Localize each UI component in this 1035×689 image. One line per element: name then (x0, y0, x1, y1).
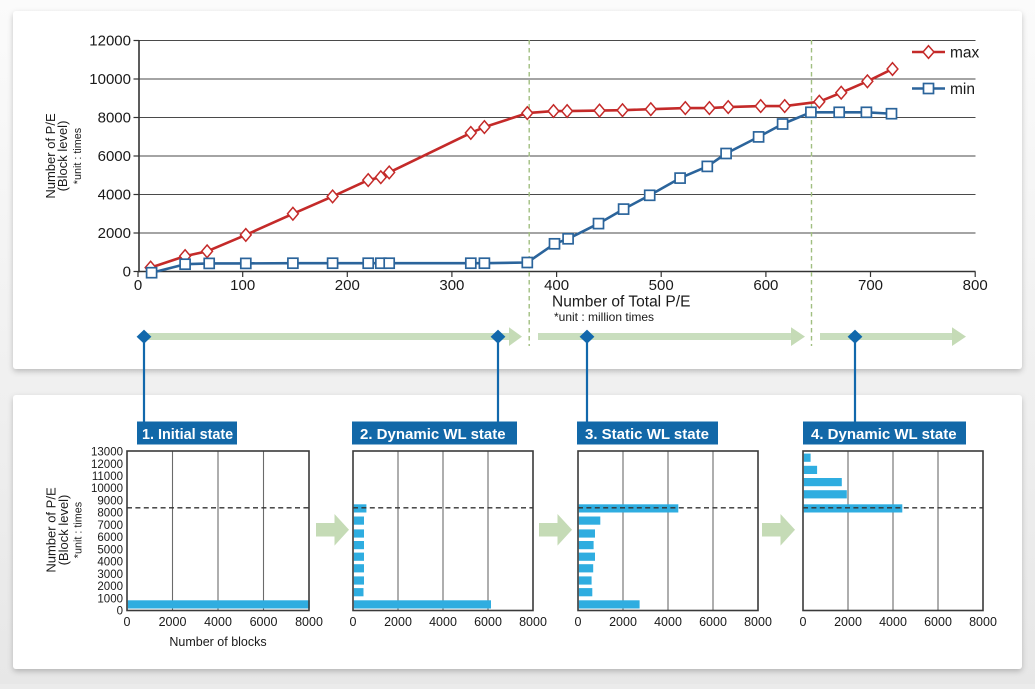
svg-text:(Block level): (Block level) (55, 121, 70, 192)
svg-text:0: 0 (800, 615, 807, 629)
svg-text:2000: 2000 (609, 615, 637, 629)
svg-text:2000: 2000 (159, 615, 187, 629)
svg-text:min: min (950, 81, 975, 98)
svg-text:100: 100 (230, 277, 255, 294)
svg-text:6000: 6000 (474, 615, 502, 629)
svg-text:0: 0 (117, 606, 123, 618)
svg-text:0: 0 (575, 615, 582, 629)
svg-text:0: 0 (134, 277, 142, 294)
svg-text:12000: 12000 (91, 459, 123, 471)
svg-text:700: 700 (858, 277, 883, 294)
svg-text:600: 600 (753, 277, 778, 294)
svg-text:11000: 11000 (92, 471, 123, 483)
svg-text:6000: 6000 (250, 615, 278, 629)
svg-text:(Block level): (Block level) (56, 495, 71, 566)
svg-text:4000: 4000 (204, 615, 232, 629)
svg-text:1000: 1000 (97, 593, 123, 605)
svg-text:2000: 2000 (384, 615, 412, 629)
svg-text:6000: 6000 (699, 615, 727, 629)
svg-text:400: 400 (544, 277, 569, 294)
svg-text:500: 500 (649, 277, 674, 294)
svg-text:Number of Total P/E: Number of Total P/E (552, 294, 690, 311)
svg-text:4000: 4000 (429, 615, 457, 629)
svg-text:2. Dynamic WL state: 2. Dynamic WL state (360, 426, 506, 443)
svg-text:7000: 7000 (97, 520, 123, 532)
svg-text:1. Initial state: 1. Initial state (142, 427, 233, 443)
svg-text:8000: 8000 (519, 615, 547, 629)
svg-text:*unit : times: *unit : times (73, 501, 85, 558)
svg-text:10000: 10000 (91, 483, 123, 495)
svg-text:8000: 8000 (295, 615, 323, 629)
svg-text:Number of P/E: Number of P/E (43, 113, 58, 199)
svg-text:4. Dynamic WL state: 4. Dynamic WL state (811, 426, 957, 443)
svg-text:4000: 4000 (654, 615, 682, 629)
svg-text:3000: 3000 (97, 569, 123, 581)
svg-text:*unit : times: *unit : times (72, 127, 84, 184)
svg-text:200: 200 (335, 277, 360, 294)
svg-text:0: 0 (350, 615, 357, 629)
svg-text:3. Static WL state: 3. Static WL state (585, 426, 709, 443)
svg-text:8000: 8000 (969, 615, 997, 629)
svg-text:300: 300 (439, 277, 464, 294)
svg-text:6000: 6000 (98, 148, 131, 165)
svg-text:8000: 8000 (744, 615, 772, 629)
svg-text:2000: 2000 (98, 225, 131, 242)
svg-text:Number of P/E: Number of P/E (44, 487, 59, 573)
svg-text:9000: 9000 (97, 496, 123, 508)
svg-text:13000: 13000 (91, 447, 123, 459)
svg-text:12000: 12000 (89, 33, 131, 50)
svg-text:6000: 6000 (924, 615, 952, 629)
svg-text:8000: 8000 (97, 508, 123, 520)
svg-text:4000: 4000 (97, 557, 123, 569)
svg-text:Number of blocks: Number of blocks (169, 635, 266, 649)
svg-text:0: 0 (124, 615, 131, 629)
svg-text:2000: 2000 (834, 615, 862, 629)
svg-text:2000: 2000 (97, 581, 123, 593)
svg-text:4000: 4000 (879, 615, 907, 629)
svg-text:*unit : million times: *unit : million times (554, 310, 654, 324)
svg-text:8000: 8000 (98, 110, 131, 127)
svg-text:max: max (950, 45, 980, 62)
svg-text:6000: 6000 (97, 532, 123, 544)
svg-text:10000: 10000 (89, 71, 131, 88)
svg-text:5000: 5000 (97, 544, 123, 556)
svg-text:800: 800 (963, 277, 988, 294)
svg-text:4000: 4000 (98, 187, 131, 204)
svg-text:0: 0 (123, 264, 131, 281)
